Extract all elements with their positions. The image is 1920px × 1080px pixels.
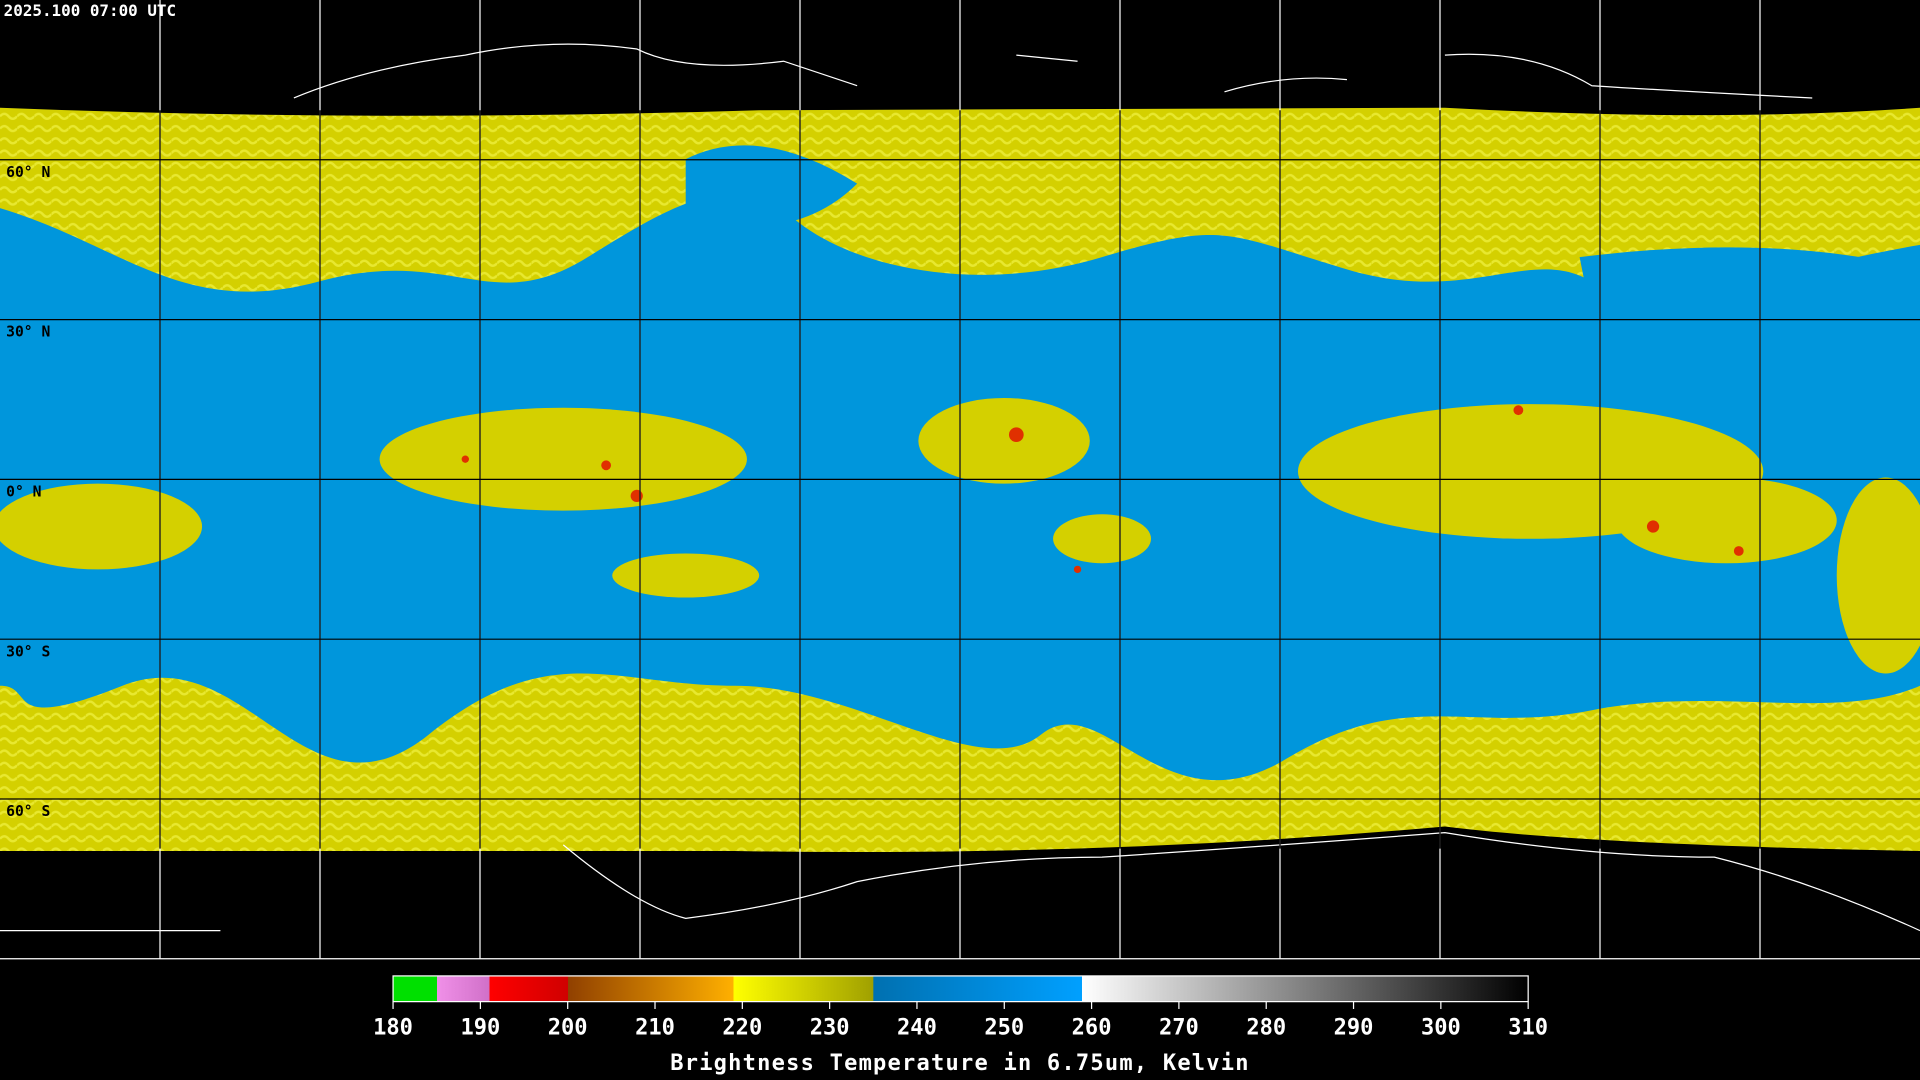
coastline (0, 43, 1920, 932)
colorbar-tick-label: 300 (1421, 1016, 1461, 1041)
latitude-label: 30° S (6, 643, 50, 660)
colorbar-title: Brightness Temperature in 6.75um, Kelvin (670, 1051, 1250, 1076)
colorbar-tick-label: 200 (548, 1016, 588, 1041)
colorbar-tick-label: 250 (984, 1016, 1024, 1041)
colorbar-tick-label: 220 (722, 1016, 762, 1041)
latitude-label: 60° N (6, 164, 50, 181)
colorbar-tick-label: 260 (1072, 1016, 1112, 1041)
timestamp: 2025.100 07:00 UTC (4, 1, 176, 20)
latitude-label: 30° N (6, 324, 50, 341)
colorbar-tick-label: 290 (1334, 1016, 1374, 1041)
colorbar-tick-label: 240 (897, 1016, 937, 1041)
colorbar-tick-label: 310 (1508, 1016, 1548, 1041)
colorbar-tick-label: 210 (635, 1016, 675, 1041)
graticule: 60° N 30° N 0° N 30° S 60° S (6, 0, 1761, 959)
colorbar-ticks: 180 190 200 210 220 230 240 250 260 270 280 290 300 3… (373, 1001, 1548, 1041)
colorbar (392, 975, 1529, 1003)
latitude-label: 60° S (6, 803, 50, 820)
colorbar-tick-label: 180 (373, 1016, 413, 1041)
colorbar-tick-label: 230 (810, 1016, 850, 1041)
colorbar-tick-label: 190 (460, 1016, 500, 1041)
convection (0, 397, 1920, 674)
latitude-label: 0° N (6, 484, 41, 501)
dry-region (685, 145, 1920, 323)
colorbar-tick-label: 270 (1159, 1016, 1199, 1041)
colorbar-tick-label: 280 (1246, 1016, 1286, 1041)
